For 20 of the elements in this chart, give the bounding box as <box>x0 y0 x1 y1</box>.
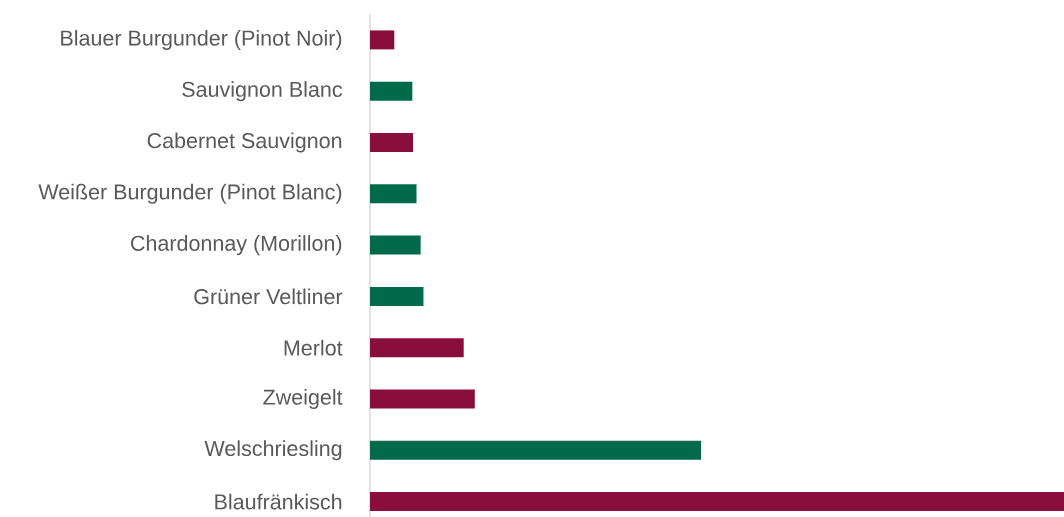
y-tick-label: Blaufränkisch <box>215 493 342 510</box>
y-tick-label: Blauer Burgunder (Pinot Noir) <box>61 29 342 50</box>
bar <box>370 30 395 50</box>
bar <box>370 133 414 153</box>
y-tick-label: Cabernet Sauvignon <box>147 132 342 153</box>
y-tick-label: Welschriesling <box>204 440 342 461</box>
bar <box>370 389 475 409</box>
y-tick-label: Weißer Burgunder (Pinot Blanc) <box>38 183 342 204</box>
bar <box>370 286 424 306</box>
bar <box>370 81 413 101</box>
bar <box>370 440 702 460</box>
y-tick-label: Chardonnay (Morillon) <box>131 235 342 256</box>
y-tick-label: Grüner Veltliner <box>194 288 343 305</box>
y-tick-label: Merlot <box>284 339 343 356</box>
bar <box>370 184 417 204</box>
bar <box>370 492 1064 512</box>
y-tick-label: Sauvignon Blanc <box>182 81 343 102</box>
bar <box>370 338 464 358</box>
bar <box>370 235 421 255</box>
y-tick-label: Zweigelt <box>263 389 343 410</box>
